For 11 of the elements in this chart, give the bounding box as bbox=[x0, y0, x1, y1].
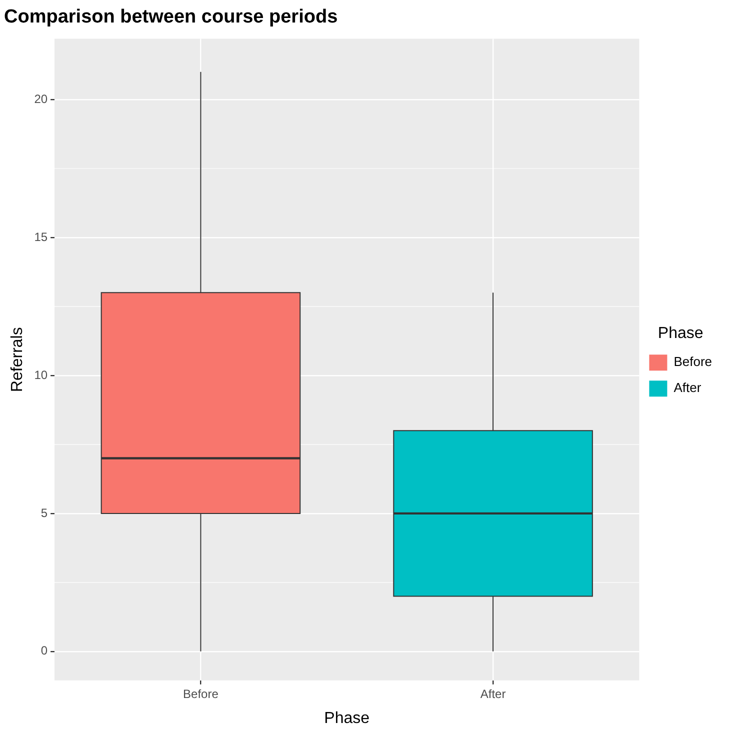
chart-title: Comparison between course periods bbox=[4, 6, 338, 28]
y-tick-label: 10 bbox=[34, 368, 48, 382]
legend-title: Phase bbox=[658, 324, 704, 342]
y-tick-label: 5 bbox=[40, 506, 48, 520]
x-axis-title: Phase bbox=[324, 710, 370, 727]
legend-label: After bbox=[674, 380, 702, 396]
legend-label: Before bbox=[674, 354, 712, 370]
y-axis-title: Referrals bbox=[9, 327, 26, 392]
y-tick-label: 0 bbox=[40, 644, 48, 658]
y-tick-label: 15 bbox=[34, 230, 48, 244]
y-tick-label: 20 bbox=[34, 92, 48, 106]
